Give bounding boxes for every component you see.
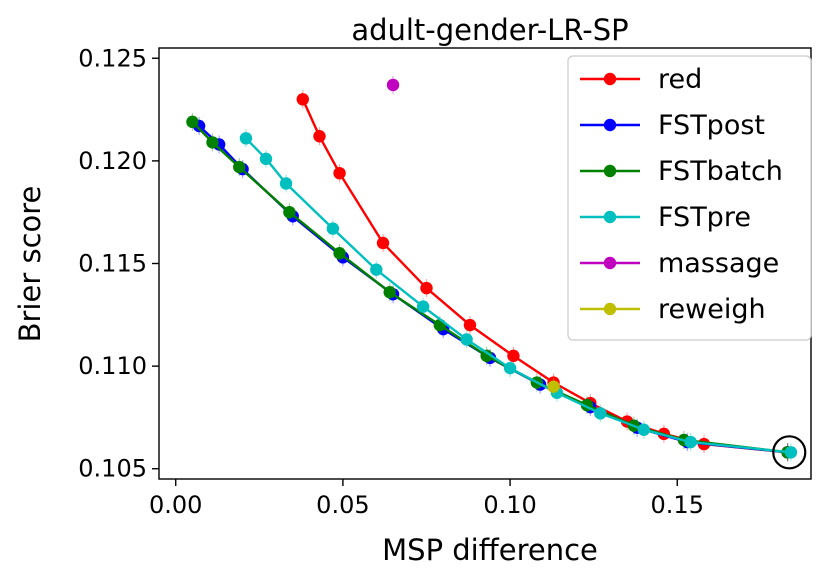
y-tick-label: 0.115: [78, 250, 147, 278]
legend-marker-fstpre: [603, 210, 617, 224]
legend-marker-fstpost: [603, 118, 617, 132]
legend-label-red: red: [658, 64, 702, 95]
data-point-fstpre: [784, 446, 798, 459]
data-point-red: [420, 281, 433, 295]
data-point-fstbatch: [480, 349, 493, 363]
y-tick-label: 0.110: [78, 352, 147, 380]
data-point-fstpre: [239, 132, 253, 145]
data-point-fstpre: [416, 300, 430, 313]
legend-frame: [567, 55, 812, 341]
x-axis-label: MSP difference: [382, 533, 598, 567]
legend-label-fstpre: FSTpre: [658, 202, 751, 233]
data-point-fstbatch: [333, 247, 346, 260]
data-point-fstbatch: [283, 205, 296, 219]
axis-ticks: 0.00 0.05 0.10 0.15 0.105 0.110 0.115 0.120 0.12…: [78, 44, 704, 519]
legend-label-fstpost: FSTpost: [658, 110, 765, 141]
y-tick-label: 0.105: [78, 455, 147, 483]
legend-label-reweigh: reweigh: [658, 294, 766, 325]
legend: red FSTpost FSTbatch FSTpre massage reweigh: [567, 55, 812, 341]
x-tick-label: 0.15: [651, 491, 704, 519]
legend-marker-massage: [603, 256, 617, 270]
plot-area: [186, 75, 807, 470]
y-tick-label: 0.125: [78, 44, 147, 72]
legend-label-fstbatch: FSTbatch: [658, 156, 783, 187]
data-point-red: [313, 130, 326, 143]
data-point-red: [296, 93, 309, 106]
y-tick-label: 0.120: [78, 147, 147, 175]
chart-title: adult-gender-LR-SP: [351, 13, 628, 47]
data-point-reweigh: [547, 380, 560, 393]
data-point-fstpre: [370, 263, 383, 276]
legend-marker-fstbatch: [603, 164, 617, 178]
data-point-fstpre: [503, 361, 517, 375]
x-tick-label: 0.05: [316, 491, 369, 519]
y-axis-label: Brier score: [13, 186, 47, 343]
data-point-red: [376, 236, 390, 250]
data-point-fstpre: [326, 222, 340, 235]
data-point-red: [507, 349, 520, 363]
data-point-red: [333, 166, 346, 180]
data-point-fstpre: [637, 423, 651, 436]
data-point-red: [463, 318, 477, 332]
data-point-massage: [386, 78, 400, 92]
legend-marker-reweigh: [603, 302, 617, 316]
data-point-fstbatch: [206, 136, 219, 149]
data-point-fstbatch: [233, 160, 246, 174]
legend-label-massage: massage: [658, 248, 779, 279]
data-point-fstpre: [684, 435, 697, 449]
data-point-fstbatch: [186, 115, 199, 129]
x-tick-label: 0.10: [483, 491, 536, 519]
data-point-fstbatch: [383, 286, 396, 299]
data-point-fstpre: [460, 333, 473, 346]
data-point-fstpre: [594, 407, 607, 420]
x-tick-label: 0.00: [149, 491, 202, 519]
annotation-circle: [772, 435, 807, 470]
data-point-fstpre: [279, 177, 293, 190]
legend-marker-red: [603, 72, 617, 86]
data-point-fstpre: [259, 152, 273, 166]
